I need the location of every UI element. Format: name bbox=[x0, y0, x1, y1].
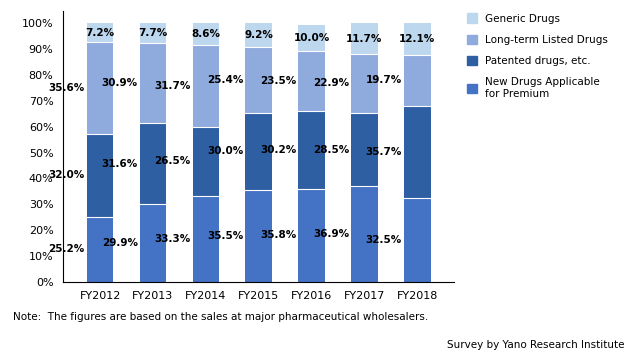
Bar bbox=[139, 23, 166, 43]
Text: 7.2%: 7.2% bbox=[86, 28, 115, 38]
Text: 36.9%: 36.9% bbox=[313, 229, 349, 239]
Bar bbox=[351, 54, 378, 113]
Text: 35.6%: 35.6% bbox=[49, 83, 85, 93]
Text: 23.5%: 23.5% bbox=[260, 76, 296, 86]
Text: 25.2%: 25.2% bbox=[49, 244, 85, 254]
Bar bbox=[87, 216, 114, 282]
Bar bbox=[298, 111, 325, 189]
Text: 30.9%: 30.9% bbox=[102, 78, 138, 88]
Text: 35.8%: 35.8% bbox=[260, 231, 296, 240]
Text: 33.3%: 33.3% bbox=[154, 234, 191, 244]
Bar bbox=[245, 113, 272, 190]
Text: 30.2%: 30.2% bbox=[260, 145, 296, 155]
Bar bbox=[404, 198, 430, 282]
Bar bbox=[87, 24, 114, 42]
Bar bbox=[298, 25, 325, 51]
Bar bbox=[351, 186, 378, 282]
Text: 11.7%: 11.7% bbox=[346, 33, 382, 44]
Bar bbox=[192, 196, 219, 282]
Text: 25.4%: 25.4% bbox=[207, 75, 244, 85]
Bar bbox=[351, 24, 378, 54]
Bar bbox=[404, 24, 430, 55]
Text: 32.0%: 32.0% bbox=[49, 170, 85, 180]
Text: 7.7%: 7.7% bbox=[138, 28, 168, 38]
Text: 32.5%: 32.5% bbox=[366, 235, 402, 245]
Legend: Generic Drugs, Long-term Listed Drugs, Patented drugs, etc., New Drugs Applicabl: Generic Drugs, Long-term Listed Drugs, P… bbox=[463, 10, 611, 102]
Text: 22.9%: 22.9% bbox=[313, 78, 349, 88]
Text: 35.5%: 35.5% bbox=[207, 231, 244, 241]
Text: 35.7%: 35.7% bbox=[365, 147, 402, 157]
Text: 31.6%: 31.6% bbox=[102, 159, 138, 169]
Text: Note:  The figures are based on the sales at major pharmaceutical wholesalers.: Note: The figures are based on the sales… bbox=[13, 312, 428, 322]
Bar bbox=[245, 190, 272, 282]
Bar bbox=[139, 205, 166, 282]
Bar bbox=[298, 189, 325, 282]
Text: 10.0%: 10.0% bbox=[293, 33, 330, 43]
Text: 26.5%: 26.5% bbox=[154, 156, 191, 166]
Text: 31.7%: 31.7% bbox=[154, 81, 191, 91]
Text: 12.1%: 12.1% bbox=[399, 34, 435, 44]
Text: 19.7%: 19.7% bbox=[366, 75, 402, 85]
Bar bbox=[139, 123, 166, 205]
Bar bbox=[245, 23, 272, 47]
Bar bbox=[192, 127, 219, 196]
Text: 29.9%: 29.9% bbox=[102, 238, 138, 248]
Bar bbox=[404, 106, 430, 198]
Bar bbox=[192, 45, 219, 127]
Text: Survey by Yano Research Institute: Survey by Yano Research Institute bbox=[447, 340, 625, 351]
Bar bbox=[404, 55, 430, 106]
Bar bbox=[139, 43, 166, 123]
Text: 8.6%: 8.6% bbox=[191, 29, 220, 39]
Bar bbox=[245, 47, 272, 113]
Text: 9.2%: 9.2% bbox=[244, 30, 273, 40]
Bar bbox=[192, 23, 219, 45]
Bar bbox=[298, 51, 325, 111]
Text: 28.5%: 28.5% bbox=[313, 145, 349, 155]
Bar bbox=[87, 42, 114, 134]
Bar bbox=[351, 113, 378, 186]
Bar bbox=[87, 134, 114, 216]
Text: 30.0%: 30.0% bbox=[207, 146, 244, 156]
